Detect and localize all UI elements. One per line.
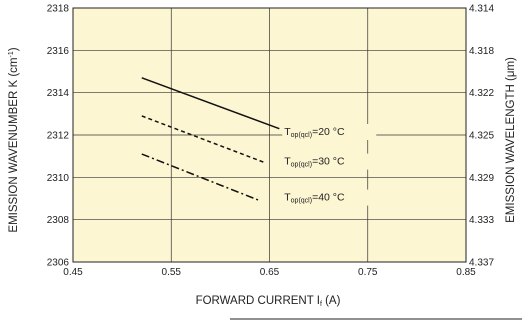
series-lines (141, 77, 280, 202)
y-tick-label: 2318 (47, 4, 70, 15)
x-tick-label: 0.45 (63, 267, 83, 278)
y2-tick-label: 4.329 (469, 173, 494, 184)
y-tick-label: 2312 (47, 131, 70, 142)
y2-tick-label: 4.333 (469, 215, 494, 226)
y2-tick-label: 4.325 (469, 131, 494, 142)
y2-tick-labels: 4.314 4.318 4.322 4.325 4.329 4.333 4.337 (469, 4, 494, 269)
y-tick-label: 2306 (47, 258, 70, 269)
y-axis-title-left: EMISSION WAVENUMBER K (cm-1) (8, 47, 20, 232)
plot-frame (72, 7, 467, 263)
y2-tick-label: 4.322 (469, 88, 494, 99)
y2-tick-label: 4.318 (469, 46, 494, 57)
x-axis-title: FORWARD CURRENT If (A) (196, 295, 341, 308)
series-label-2: Top(qcl)=30 °C (284, 156, 345, 169)
y-tick-label: 2316 (47, 46, 70, 57)
series-label-bg (282, 189, 377, 206)
series-label-bg (282, 124, 377, 140)
x-tick-label: 0.65 (260, 267, 280, 278)
y-tick-label: 2310 (47, 173, 70, 184)
series-label-1: Top(qcl)=20 °C (284, 126, 345, 139)
y2-tick-label: 4.337 (469, 258, 494, 269)
x-tick-label: 0.55 (162, 267, 182, 278)
x-tick-labels: 0.45 0.55 0.65 0.75 0.85 (63, 267, 476, 278)
series-label-3: Top(qcl)=40 °C (284, 192, 345, 205)
series-line-3 (141, 153, 260, 202)
series-line-1 (141, 77, 280, 130)
x-tick-label: 0.85 (456, 267, 476, 278)
series-labels: Top(qcl)=20 °C Top(qcl)=30 °C Top(qcl)=40 … (282, 124, 377, 206)
series-line-2 (141, 115, 265, 164)
x-tick-label: 0.75 (358, 267, 378, 278)
y-axis-title-right: EMISSION WAVELENGTH (μm) (505, 57, 517, 223)
series-label-bg (282, 153, 377, 170)
y-tick-label: 2314 (47, 88, 70, 99)
y-tick-label: 2308 (47, 215, 70, 226)
y2-tick-label: 4.314 (469, 4, 494, 15)
y-tick-labels: 2306 2308 2310 2312 2314 2316 2318 (47, 4, 70, 269)
